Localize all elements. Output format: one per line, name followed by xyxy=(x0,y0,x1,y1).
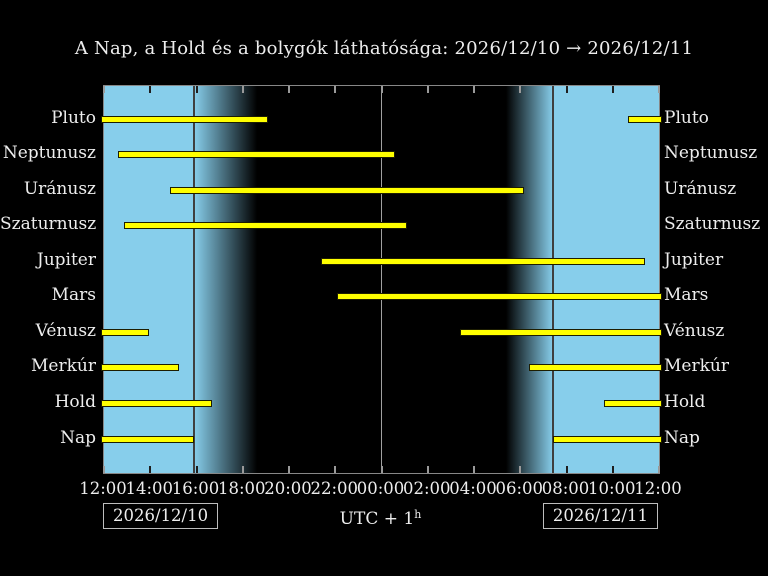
axis-tick xyxy=(658,86,660,93)
row-label-right-neptunusz: Neptunusz xyxy=(664,143,758,164)
sunrise-line xyxy=(552,86,554,473)
axis-tick xyxy=(288,86,290,93)
axis-tick xyxy=(565,466,568,473)
visibility-bar-merkúr xyxy=(101,364,179,372)
visibility-bar-merkúr xyxy=(529,364,662,372)
row-label-right-merkúr: Merkúr xyxy=(664,356,729,377)
visibility-bar-vénusz xyxy=(101,328,150,336)
visibility-bar-szaturnusz xyxy=(123,222,407,230)
date-box-end: 2026/12/11 xyxy=(542,503,658,529)
x-tick-label: 04:00 xyxy=(449,479,497,498)
x-tick-label: 06:00 xyxy=(495,479,544,498)
axis-tick xyxy=(103,466,105,473)
daylight-region-evening xyxy=(104,86,257,473)
x-tick-label: 22:00 xyxy=(310,479,359,498)
x-tick-label: 08:00 xyxy=(541,479,590,498)
visibility-bar-pluto xyxy=(628,115,662,123)
axis-tick xyxy=(473,466,475,473)
visibility-bar-vénusz xyxy=(459,328,662,336)
axis-tick xyxy=(519,86,522,93)
axis-tick xyxy=(611,86,614,93)
visibility-bar-hold xyxy=(603,399,662,407)
visibility-bar-nap xyxy=(101,435,194,443)
x-tick-label: 12:00 xyxy=(634,479,682,498)
visibility-bar-pluto xyxy=(101,115,268,123)
timezone-text: UTC + 1 xyxy=(339,509,415,529)
x-tick-label: 12:00 xyxy=(79,479,127,498)
axis-tick xyxy=(380,86,383,93)
x-tick-label: 18:00 xyxy=(217,479,266,498)
visibility-bar-uránusz xyxy=(169,186,524,194)
axis-tick xyxy=(473,86,475,93)
row-label-left-merkúr: Merkúr xyxy=(31,356,96,377)
visibility-bar-nap xyxy=(553,435,662,443)
row-label-right-szaturnusz: Szaturnusz xyxy=(664,214,761,235)
row-label-left-szaturnusz: Szaturnusz xyxy=(0,214,97,235)
axis-tick xyxy=(334,466,337,473)
axis-tick xyxy=(103,86,105,93)
axis-tick xyxy=(380,466,383,473)
x-tick-label: 20:00 xyxy=(264,479,312,498)
row-label-right-mars: Mars xyxy=(664,285,709,306)
row-label-right-pluto: Pluto xyxy=(664,107,709,128)
axis-tick xyxy=(611,466,614,473)
timezone-label: UTC + 1h xyxy=(280,508,481,529)
axis-tick xyxy=(195,86,198,93)
axis-tick xyxy=(149,86,152,93)
row-label-left-uránusz: Uránusz xyxy=(23,178,96,199)
row-label-right-vénusz: Vénusz xyxy=(664,320,725,341)
row-label-right-nap: Nap xyxy=(664,427,700,448)
row-label-left-nap: Nap xyxy=(60,427,96,448)
row-label-left-jupiter: Jupiter xyxy=(36,249,96,270)
row-label-left-vénusz: Vénusz xyxy=(35,320,96,341)
axis-tick xyxy=(241,86,244,93)
visibility-bar-jupiter xyxy=(320,257,645,265)
row-label-right-hold: Hold xyxy=(664,391,706,412)
sunset-line xyxy=(193,86,195,473)
x-tick-label: 16:00 xyxy=(171,479,220,498)
x-tick-label: 14:00 xyxy=(125,479,174,498)
row-label-right-uránusz: Uránusz xyxy=(664,178,737,199)
axis-tick xyxy=(195,466,198,473)
visibility-bar-neptunusz xyxy=(118,151,395,159)
axis-tick xyxy=(334,86,337,93)
axis-tick xyxy=(288,466,290,473)
visibility-bar-mars xyxy=(336,293,662,301)
row-label-left-neptunusz: Neptunusz xyxy=(2,143,96,164)
x-tick-label: 00:00 xyxy=(356,479,405,498)
axis-tick xyxy=(149,466,152,473)
axis-tick xyxy=(519,466,522,473)
plot-area xyxy=(101,85,662,474)
row-label-right-jupiter: Jupiter xyxy=(664,249,724,270)
x-tick-label: 02:00 xyxy=(402,479,451,498)
timezone-superscript: h xyxy=(414,508,422,521)
midnight-line xyxy=(380,86,383,473)
date-box-start: 2026/12/10 xyxy=(103,503,219,529)
row-label-left-hold: Hold xyxy=(54,391,96,412)
x-tick-label: 10:00 xyxy=(587,479,636,498)
visibility-bar-hold xyxy=(101,399,212,407)
row-label-left-pluto: Pluto xyxy=(51,107,96,128)
axis-tick xyxy=(241,466,244,473)
row-label-left-mars: Mars xyxy=(51,285,96,306)
plot-background xyxy=(104,86,659,473)
chart-title: A Nap, a Hold és a bolygók láthatósága: … xyxy=(74,38,694,59)
daylight-region-morning xyxy=(505,86,659,473)
axis-tick xyxy=(658,466,660,473)
axis-tick xyxy=(565,86,568,93)
axis-tick xyxy=(426,466,429,473)
axis-tick xyxy=(426,86,429,93)
